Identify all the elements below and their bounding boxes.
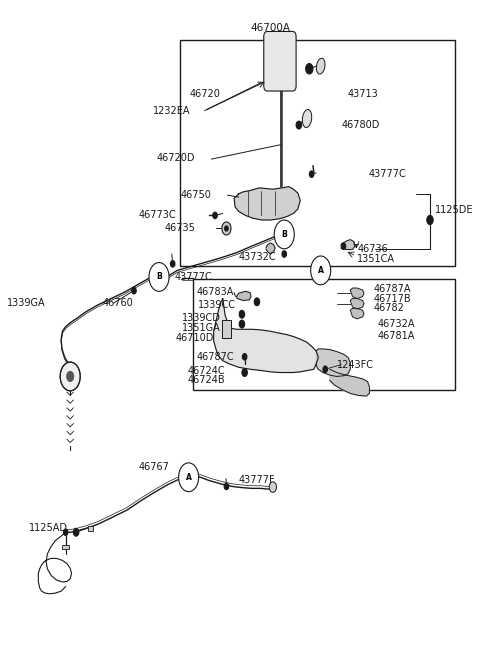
Polygon shape [316,349,350,377]
Text: 1339CD: 1339CD [181,313,220,323]
Text: 46783A: 46783A [197,287,234,297]
Bar [87,525,93,531]
Bar [180,40,455,266]
Circle shape [282,251,287,257]
Bar [62,545,69,549]
Text: A: A [186,473,192,482]
Circle shape [60,362,80,391]
Polygon shape [330,369,370,396]
Circle shape [225,226,228,231]
Polygon shape [341,239,355,249]
Circle shape [73,528,79,536]
Polygon shape [237,291,251,300]
Text: 1243FC: 1243FC [336,359,373,370]
Circle shape [67,371,74,382]
Circle shape [269,482,276,492]
Text: B: B [156,272,162,281]
Polygon shape [266,243,275,254]
Circle shape [63,529,68,535]
Text: 46732A: 46732A [378,319,415,329]
Text: 43777F: 43777F [239,475,276,485]
Text: 46782: 46782 [373,303,404,314]
Text: 46724C: 46724C [187,365,225,375]
Circle shape [309,171,314,177]
Ellipse shape [302,110,312,127]
Circle shape [242,354,247,360]
Text: A: A [318,266,324,275]
Text: 46781A: 46781A [378,331,415,341]
Circle shape [427,215,433,224]
Circle shape [132,287,136,294]
Circle shape [239,310,245,318]
Polygon shape [350,298,364,309]
Text: 1351CA: 1351CA [357,255,395,264]
Text: 46736: 46736 [357,245,388,255]
Text: 1351GA: 1351GA [182,323,220,333]
Text: 1232EA: 1232EA [154,106,191,115]
Ellipse shape [316,58,325,74]
Circle shape [149,262,169,291]
Text: 43713: 43713 [348,89,379,98]
Circle shape [311,256,331,285]
Circle shape [274,220,294,249]
Circle shape [341,243,346,249]
Circle shape [254,298,260,306]
Text: 1339GA: 1339GA [7,298,45,308]
Text: 43732C: 43732C [238,253,276,262]
Text: 46710D: 46710D [175,333,214,344]
Polygon shape [350,308,364,319]
Text: 46787A: 46787A [373,284,410,294]
Text: 46720D: 46720D [157,153,195,163]
Bar [193,279,455,390]
Text: 1125AD: 1125AD [29,523,68,533]
Circle shape [170,260,175,267]
Text: 46773C: 46773C [139,210,176,220]
Polygon shape [350,288,364,298]
Text: 46760: 46760 [102,298,133,308]
Circle shape [239,320,245,328]
Text: 46767: 46767 [139,462,169,472]
Text: 46780D: 46780D [341,120,380,130]
Text: 46717B: 46717B [373,293,411,304]
Text: 43777C: 43777C [369,169,406,179]
Circle shape [222,222,231,235]
Text: 46735: 46735 [165,224,195,234]
Text: 46724B: 46724B [187,375,225,384]
Text: 43777C: 43777C [175,272,213,282]
Polygon shape [234,186,300,220]
Circle shape [213,212,217,218]
Circle shape [323,366,327,373]
Bar [222,320,231,338]
Text: 1125DE: 1125DE [434,205,473,215]
Polygon shape [214,298,318,373]
Circle shape [306,64,313,74]
Text: B: B [281,230,287,239]
Text: 46720: 46720 [190,89,220,98]
Text: 46787C: 46787C [196,352,234,363]
Circle shape [242,369,247,377]
Circle shape [224,483,228,489]
Circle shape [296,121,301,129]
Text: 46700A: 46700A [251,23,290,33]
FancyBboxPatch shape [264,31,296,91]
Text: 1339CC: 1339CC [198,300,237,310]
Text: 46750: 46750 [180,190,211,200]
Circle shape [179,463,199,491]
